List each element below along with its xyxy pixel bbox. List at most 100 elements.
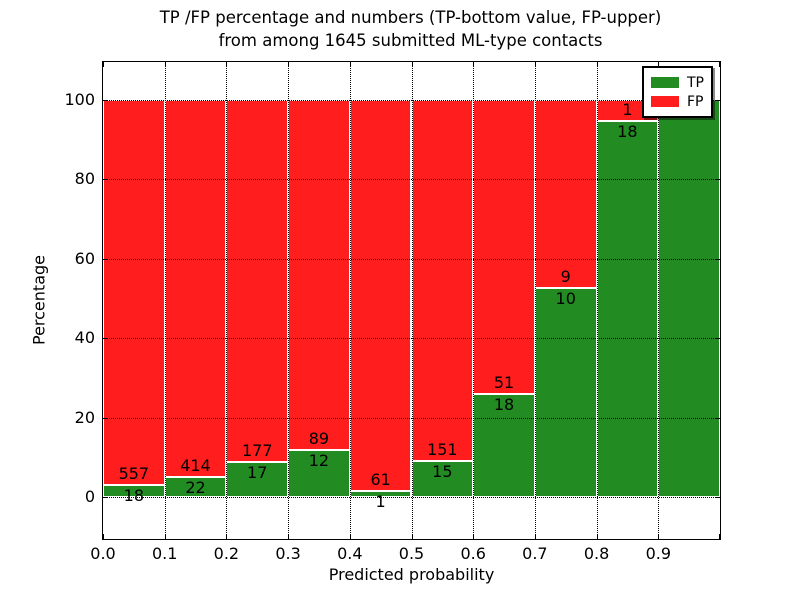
y-tick-mark bbox=[715, 99, 720, 101]
x-tick-label: 0.9 bbox=[645, 544, 672, 563]
fp-count-label: 9 bbox=[560, 267, 571, 287]
y-tick-mark bbox=[715, 497, 720, 499]
gridline-vertical bbox=[288, 62, 290, 539]
tp-count-label: 17 bbox=[247, 463, 268, 483]
y-tick-mark bbox=[103, 179, 108, 181]
fp-count-label: 557 bbox=[118, 463, 150, 483]
x-tick-mark bbox=[719, 534, 720, 539]
y-tick-mark bbox=[103, 417, 108, 419]
x-tick-label: 0.6 bbox=[460, 544, 486, 563]
fp-bar-segment bbox=[411, 99, 474, 462]
tp-count-label: 10 bbox=[555, 289, 576, 309]
tp-count-label: 12 bbox=[308, 451, 330, 471]
gridline-vertical bbox=[349, 62, 351, 539]
tp-count-label: 18 bbox=[493, 394, 515, 414]
x-tick-mark bbox=[534, 62, 536, 67]
x-tick-mark bbox=[658, 534, 660, 539]
x-tick-label: 0.8 bbox=[583, 544, 610, 563]
fp-count-label: 414 bbox=[180, 456, 211, 476]
x-tick-mark bbox=[658, 62, 660, 67]
gridline-vertical bbox=[534, 62, 536, 539]
y-tick-label: 80 bbox=[74, 169, 95, 189]
fp-bar-segment bbox=[103, 99, 165, 485]
legend-item-tp: TP bbox=[651, 73, 704, 92]
fp-count-label: 1 bbox=[622, 99, 633, 119]
grid-layer bbox=[103, 62, 720, 539]
y-tick-mark bbox=[715, 338, 720, 340]
fp-count-label: 51 bbox=[493, 372, 515, 392]
tp-bar-segment bbox=[411, 461, 474, 498]
tp-bar-segment bbox=[473, 393, 535, 498]
legend: TP FP bbox=[642, 66, 713, 118]
x-tick-mark bbox=[288, 62, 290, 67]
x-tick-label: 0.2 bbox=[213, 544, 240, 563]
x-tick-label: 0.7 bbox=[522, 544, 548, 563]
legend-tp-swatch bbox=[651, 77, 679, 88]
y-tick-mark bbox=[715, 417, 720, 419]
fp-bar-segment bbox=[534, 99, 597, 289]
tp-bar-segment bbox=[534, 288, 597, 498]
tp-bar-segment bbox=[596, 120, 659, 498]
tp-count-label: 15 bbox=[432, 462, 453, 482]
plot-area: 55718414221771789126111511551189101184 T… bbox=[64, 61, 721, 584]
y-tick-mark bbox=[103, 258, 108, 260]
x-tick-label: 0.3 bbox=[275, 544, 301, 563]
fp-bar-segment bbox=[473, 99, 535, 394]
y-tick-mark bbox=[715, 179, 720, 181]
x-tick-mark bbox=[719, 62, 720, 67]
tp-count-label: 1 bbox=[375, 491, 386, 511]
fp-bar-segment bbox=[288, 99, 350, 451]
y-tick-label: 100 bbox=[64, 89, 95, 109]
y-tick-label: 20 bbox=[74, 407, 95, 427]
x-tick-mark bbox=[226, 62, 228, 67]
x-tick-mark bbox=[411, 62, 413, 67]
y-tick-label: 40 bbox=[74, 328, 95, 348]
gridline-vertical bbox=[473, 62, 475, 539]
gridline-vertical bbox=[226, 62, 228, 539]
tp-bar-segment bbox=[658, 99, 720, 498]
legend-fp-label: FP bbox=[687, 93, 704, 110]
fp-count-label: 151 bbox=[427, 440, 458, 460]
gridline-vertical bbox=[658, 62, 660, 539]
x-tick-mark bbox=[164, 534, 166, 539]
x-tick-label: 0.1 bbox=[151, 544, 178, 563]
x-tick-mark bbox=[534, 534, 536, 539]
x-tick-mark bbox=[473, 62, 475, 67]
x-tick-mark bbox=[288, 534, 290, 539]
gridline-horizontal bbox=[103, 338, 720, 340]
tp-bar-segment bbox=[288, 450, 350, 498]
tp-bar-segment bbox=[103, 484, 165, 498]
y-tick-mark bbox=[103, 497, 108, 499]
x-tick-label: 0.5 bbox=[398, 544, 425, 563]
tp-count-label: 18 bbox=[123, 485, 145, 505]
fp-count-label: 177 bbox=[241, 441, 273, 461]
x-tick-mark bbox=[103, 62, 104, 67]
y-tick-mark bbox=[103, 99, 108, 101]
gridline-horizontal bbox=[103, 497, 720, 499]
legend-fp-swatch bbox=[651, 96, 679, 107]
gridline-horizontal bbox=[103, 179, 720, 181]
fp-bar-segment bbox=[164, 99, 227, 478]
bars-layer bbox=[103, 62, 720, 539]
chart-title-line2: from among 1645 submitted ML-type contac… bbox=[218, 31, 603, 50]
tp-count-label: 18 bbox=[617, 121, 638, 141]
gridline-vertical bbox=[164, 62, 166, 539]
gridline-horizontal bbox=[103, 417, 720, 419]
fp-bar-segment bbox=[226, 99, 289, 463]
fp-count-label: 61 bbox=[370, 469, 391, 489]
x-tick-mark bbox=[596, 534, 598, 539]
y-tick-label: 60 bbox=[74, 248, 95, 268]
chart-title: TP /FP percentage and numbers (TP-bottom… bbox=[102, 6, 719, 52]
tp-count-label: 22 bbox=[185, 478, 206, 498]
x-tick-label: 0.4 bbox=[337, 544, 363, 563]
x-axis-label: Predicted probability bbox=[328, 565, 495, 584]
ticks-layer bbox=[103, 62, 720, 539]
x-tick-mark bbox=[103, 534, 104, 539]
x-tick-mark bbox=[164, 62, 166, 67]
y-tick-mark bbox=[715, 258, 720, 260]
x-tick-mark bbox=[349, 534, 351, 539]
gridline-horizontal bbox=[103, 258, 720, 260]
x-tick-mark bbox=[411, 534, 413, 539]
bar-labels-layer: 55718414221771789126111511551189101184 bbox=[103, 62, 720, 539]
